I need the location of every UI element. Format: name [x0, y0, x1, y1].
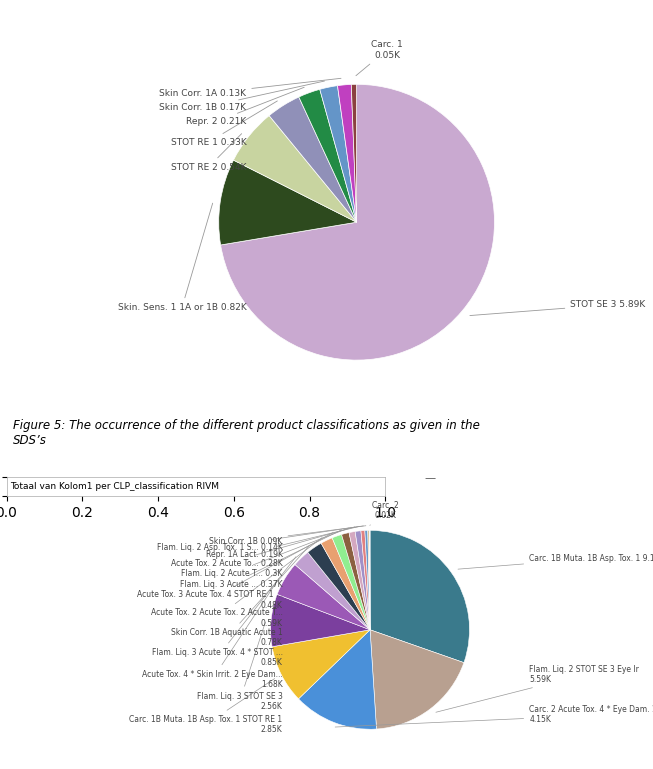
Text: Flam. Liq. 3 STOT SE 3
2.56K: Flam. Liq. 3 STOT SE 3 2.56K [197, 622, 283, 711]
Text: Acute Tox. 2 Acute Tox. 2 Acute T...
0.59K: Acute Tox. 2 Acute Tox. 2 Acute T... 0.5… [151, 538, 322, 628]
Text: Flam. Liq. 3 Acute ... 0.37K: Flam. Liq. 3 Acute ... 0.37K [180, 530, 342, 588]
Wedge shape [298, 630, 377, 729]
Text: Carc. 1B Muta. 1B Asp. Tox. 1 9.12K: Carc. 1B Muta. 1B Asp. Tox. 1 9.12K [458, 554, 653, 569]
Text: Repr. 2 0.21K: Repr. 2 0.21K [186, 87, 304, 126]
Text: STOT RE 1 0.33K: STOT RE 1 0.33K [170, 101, 278, 147]
Wedge shape [361, 531, 370, 630]
Wedge shape [270, 594, 370, 647]
Wedge shape [342, 533, 370, 630]
Text: Totaal van Kolom1 per CLP_classification RIVM: Totaal van Kolom1 per CLP_classification… [10, 482, 219, 491]
Wedge shape [295, 552, 370, 630]
Wedge shape [321, 538, 370, 630]
Text: Carc. 1
0.05K: Carc. 1 0.05K [356, 40, 403, 75]
Wedge shape [320, 85, 357, 222]
Text: STOT SE 3 5.89K: STOT SE 3 5.89K [470, 301, 646, 315]
Wedge shape [277, 564, 370, 630]
Text: Skin Corr. 1B 0.09K: Skin Corr. 1B 0.09K [210, 526, 366, 546]
Wedge shape [368, 531, 370, 630]
Text: Repr. 1A Lact. 0.19K: Repr. 1A Lact. 0.19K [206, 526, 360, 559]
Wedge shape [308, 543, 370, 630]
Wedge shape [349, 531, 370, 630]
Wedge shape [221, 85, 494, 360]
Text: Acute Tox. 2 Acute To... 0.28K: Acute Tox. 2 Acute To... 0.28K [171, 527, 355, 568]
Wedge shape [234, 115, 357, 222]
Wedge shape [299, 89, 357, 222]
Text: Flam. Liq. 2 Asp. Tox. 1 S... 0.14K: Flam. Liq. 2 Asp. Tox. 1 S... 0.14K [157, 526, 363, 551]
Wedge shape [332, 534, 370, 630]
Wedge shape [272, 630, 370, 699]
Text: Flam. Liq. 2 STOT SE 3 Eye Ir
5.59K: Flam. Liq. 2 STOT SE 3 Eye Ir 5.59K [436, 665, 639, 712]
Wedge shape [370, 630, 464, 729]
Text: Skin Corr. 1A 0.13K: Skin Corr. 1A 0.13K [159, 78, 341, 98]
Wedge shape [338, 85, 357, 222]
Text: Skin Corr. 1B Aquatic Acute 1
0.78K: Skin Corr. 1B Aquatic Acute 1 0.78K [171, 545, 310, 647]
Text: Skin. Sens. 1 1A or 1B 0.82K: Skin. Sens. 1 1A or 1B 0.82K [118, 203, 246, 312]
Wedge shape [219, 160, 357, 245]
Wedge shape [269, 97, 357, 222]
Text: Skin Corr. 1B 0.17K: Skin Corr. 1B 0.17K [159, 81, 325, 112]
Text: STOT RE 2 0.54K: STOT RE 2 0.54K [171, 134, 246, 171]
Text: Flam. Liq. 2 Acute T... 0.3K: Flam. Liq. 2 Acute T... 0.3K [181, 528, 349, 578]
Text: Acute Tox. 3 Acute Tox. 4 STOT RE 1 ...
0.48K: Acute Tox. 3 Acute Tox. 4 STOT RE 1 ... … [136, 533, 333, 610]
Text: Flam. Liq. 3 Acute Tox. 4 * STOT ...
0.85K: Flam. Liq. 3 Acute Tox. 4 * STOT ... 0.8… [151, 557, 296, 667]
Text: Figure 5: The occurrence of the different product classifications as given in th: Figure 5: The occurrence of the differen… [13, 419, 480, 447]
Wedge shape [355, 531, 370, 630]
Text: Carc. 2
0.02K: Carc. 2 0.02K [370, 501, 398, 525]
Wedge shape [370, 531, 470, 663]
Text: Carc. 1B Muta. 1B Asp. Tox. 1 STOT RE 1
2.85K: Carc. 1B Muta. 1B Asp. Tox. 1 STOT RE 1 … [129, 678, 283, 734]
Wedge shape [351, 85, 357, 222]
Text: Carc. 2 Acute Tox. 4 * Eye Dam. 1 Skin Sens. 1
4.15K: Carc. 2 Acute Tox. 4 * Eye Dam. 1 Skin S… [335, 704, 653, 727]
Wedge shape [365, 531, 370, 630]
Text: —: — [424, 474, 436, 484]
Text: Acute Tox. 4 * Skin Irrit. 2 Eye Dam...
1.68K: Acute Tox. 4 * Skin Irrit. 2 Eye Dam... … [142, 578, 283, 689]
